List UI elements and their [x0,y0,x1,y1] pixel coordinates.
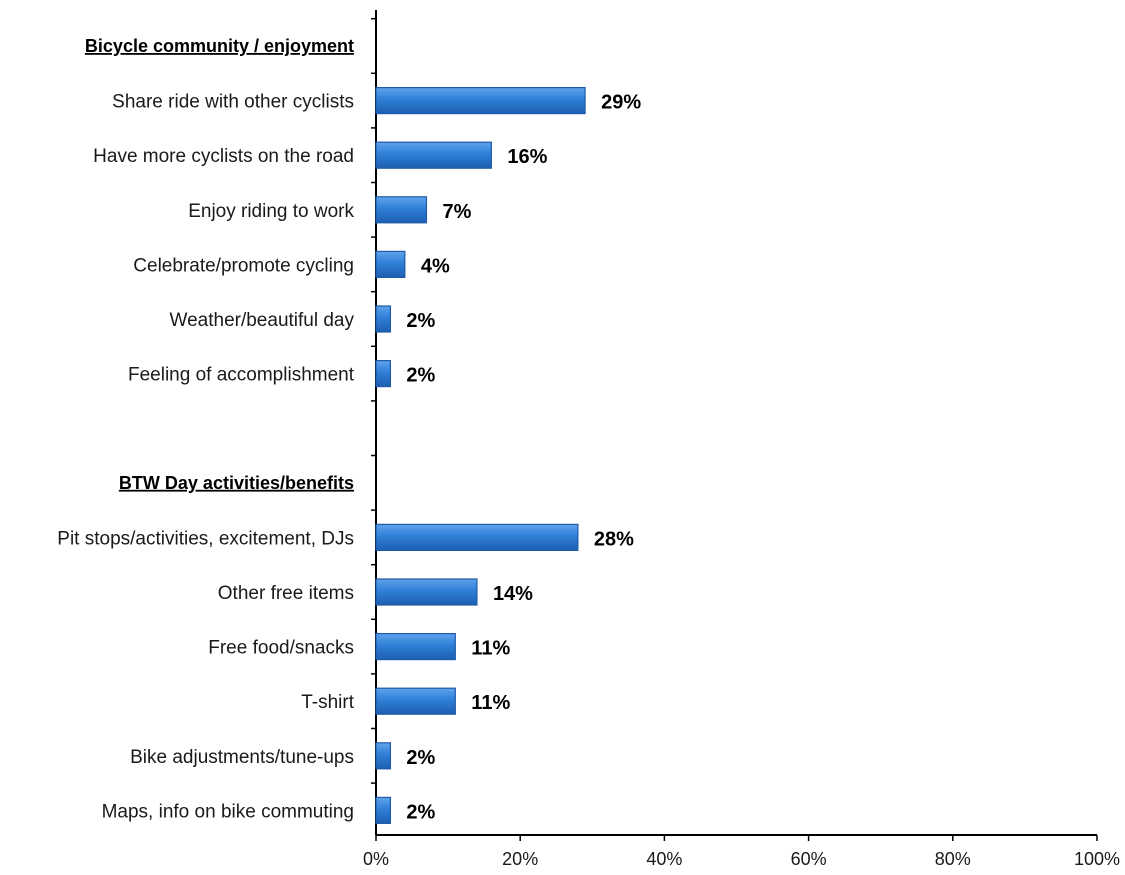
category-label: Have more cyclists on the road [93,146,354,167]
value-label: 7% [442,201,471,223]
category-label: T-shirt [301,692,355,713]
value-label: 2% [406,310,435,332]
value-label: 11% [471,638,510,660]
x-tick-label: 20% [502,849,538,869]
value-label: 11% [471,692,510,714]
value-label: 14% [493,583,533,605]
bar [375,360,392,388]
bar [375,742,392,770]
bar [375,305,392,333]
x-tick-label: 60% [791,849,827,869]
bar [375,578,478,606]
value-label: 2% [406,801,435,823]
value-label: 16% [507,146,547,168]
category-label: Celebrate/promote cycling [133,255,354,276]
category-label: Bike adjustments/tune-ups [130,747,354,768]
bar [375,523,579,552]
bar [375,632,456,661]
value-label: 2% [406,747,435,769]
bar [375,86,586,115]
category-label: Maps, info on bike commuting [102,801,354,822]
bar [375,796,392,825]
category-label: Free food/snacks [208,638,354,659]
category-label: Other free items [218,583,354,604]
category-label: Share ride with other cyclists [112,92,354,113]
x-tick-label: 100% [1074,849,1120,869]
bar [375,196,428,224]
category-label: Feeling of accomplishment [128,365,355,386]
plot-area: 0% 20% 40% 60% 80% 100% Bicycle community / en… [57,10,1120,869]
category-label: Enjoy riding to work [188,201,354,222]
bar [375,250,406,278]
category-label: Pit stops/activities, excitement, DJs [57,528,354,549]
value-label: 29% [601,92,641,114]
value-label: 2% [406,365,435,387]
x-tick-label: 0% [363,849,389,869]
bar [375,141,492,169]
group-label: Bicycle community / enjoyment [85,36,354,56]
group-label: BTW Day activities/benefits [119,473,354,493]
x-tick-label: 40% [646,849,682,869]
x-tick-label: 80% [935,849,971,869]
category-label: Weather/beautiful day [170,310,355,331]
bar [375,687,456,715]
value-label: 28% [594,528,634,550]
value-label: 4% [421,255,450,277]
